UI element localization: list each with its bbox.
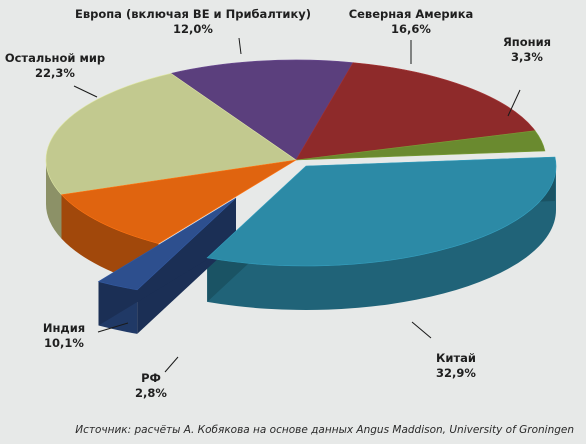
pie-tops [45, 59, 557, 291]
slice-value-china: 32,9% [436, 366, 476, 380]
slice-value-europe: 12,0% [173, 22, 213, 36]
leader-line-china [411, 321, 432, 339]
leader-line-rest-of-world [73, 85, 98, 98]
slice-label-rest-of-world: Остальной мир [5, 51, 105, 65]
slice-india [60, 159, 297, 244]
slice-label-japan: Япония [503, 35, 551, 49]
slice-russia [97, 197, 237, 291]
leader-line-japan [507, 89, 521, 117]
leader-line-russia [164, 356, 179, 373]
slice-value-india: 10,1% [44, 336, 84, 350]
slice-label-china: Китай [436, 351, 476, 365]
slice-side-china [207, 166, 556, 310]
leader-line-europe [238, 37, 242, 55]
slice-europe [170, 59, 354, 161]
slice-label-india: Индия [43, 321, 85, 335]
slice-value-japan: 3,3% [511, 50, 543, 64]
leader-line-india [97, 322, 129, 333]
source-note: Источник: расчёты А. Кобякова на основе … [75, 424, 574, 436]
slice-north-america [295, 62, 536, 161]
slice-label-europe: Европа (включая ВЕ и Прибалтику) [75, 7, 311, 21]
slice-side-rest-of-world [46, 160, 62, 239]
slice-value-north-america: 16,6% [391, 22, 431, 36]
slice-japan [295, 130, 546, 161]
slice-label-russia: РФ [141, 371, 161, 385]
slice-rest-of-world [45, 73, 297, 195]
slice-value-russia: 2,8% [135, 386, 167, 400]
slice-label-north-america: Северная Америка [349, 7, 474, 21]
slice-china [206, 156, 557, 267]
slice-value-rest-of-world: 22,3% [35, 66, 75, 80]
pie-labels: Европа (включая ВЕ и Прибалтику)12,0% Сев… [5, 7, 551, 400]
